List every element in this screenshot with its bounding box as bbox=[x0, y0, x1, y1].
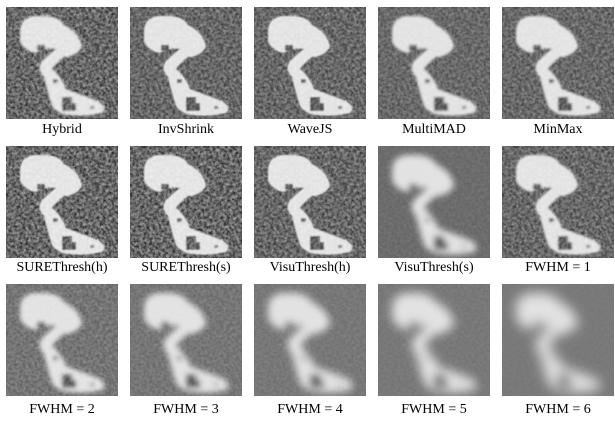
image-panel bbox=[378, 7, 490, 119]
image-panel bbox=[502, 284, 614, 396]
image-panel bbox=[130, 7, 242, 119]
image-noise-light bbox=[502, 146, 614, 258]
image-panel bbox=[502, 146, 614, 258]
caption: FWHM = 2 bbox=[29, 402, 94, 417]
image-panel bbox=[6, 7, 118, 119]
image-noise-light bbox=[6, 146, 118, 258]
caption: FWHM = 6 bbox=[525, 402, 590, 417]
image-panel bbox=[254, 284, 366, 396]
image-panel bbox=[254, 7, 366, 119]
caption: FWHM = 1 bbox=[525, 260, 590, 275]
image-panel bbox=[6, 146, 118, 258]
image-noise-light bbox=[502, 284, 614, 396]
caption: WaveJS bbox=[288, 122, 333, 137]
image-panel bbox=[378, 146, 490, 258]
image-noise-light bbox=[378, 146, 490, 258]
caption: FWHM = 4 bbox=[277, 402, 342, 417]
image-noise-light bbox=[254, 7, 366, 119]
image-noise-light bbox=[378, 284, 490, 396]
caption: InvShrink bbox=[158, 122, 214, 137]
image-panel bbox=[502, 7, 614, 119]
caption: VisuThresh(h) bbox=[270, 260, 351, 275]
image-panel bbox=[130, 146, 242, 258]
caption: SUREThresh(h) bbox=[17, 260, 108, 275]
image-noise-light bbox=[6, 7, 118, 119]
caption: VisuThresh(s) bbox=[394, 260, 474, 275]
image-noise-light bbox=[130, 146, 242, 258]
caption: MinMax bbox=[534, 122, 583, 137]
image-noise-light bbox=[254, 284, 366, 396]
image-panel bbox=[6, 284, 118, 396]
caption: FWHM = 5 bbox=[401, 402, 466, 417]
image-noise-light bbox=[378, 7, 490, 119]
image-noise-light bbox=[6, 284, 118, 396]
image-noise-light bbox=[502, 7, 614, 119]
image-panel bbox=[254, 146, 366, 258]
image-noise-light bbox=[130, 7, 242, 119]
image-noise-light bbox=[130, 284, 242, 396]
image-panel bbox=[378, 284, 490, 396]
image-panel bbox=[130, 284, 242, 396]
caption: Hybrid bbox=[42, 122, 82, 137]
caption: SUREThresh(s) bbox=[141, 260, 231, 275]
caption: MultiMAD bbox=[402, 122, 466, 137]
caption: FWHM = 3 bbox=[153, 402, 218, 417]
image-noise-light bbox=[254, 146, 366, 258]
